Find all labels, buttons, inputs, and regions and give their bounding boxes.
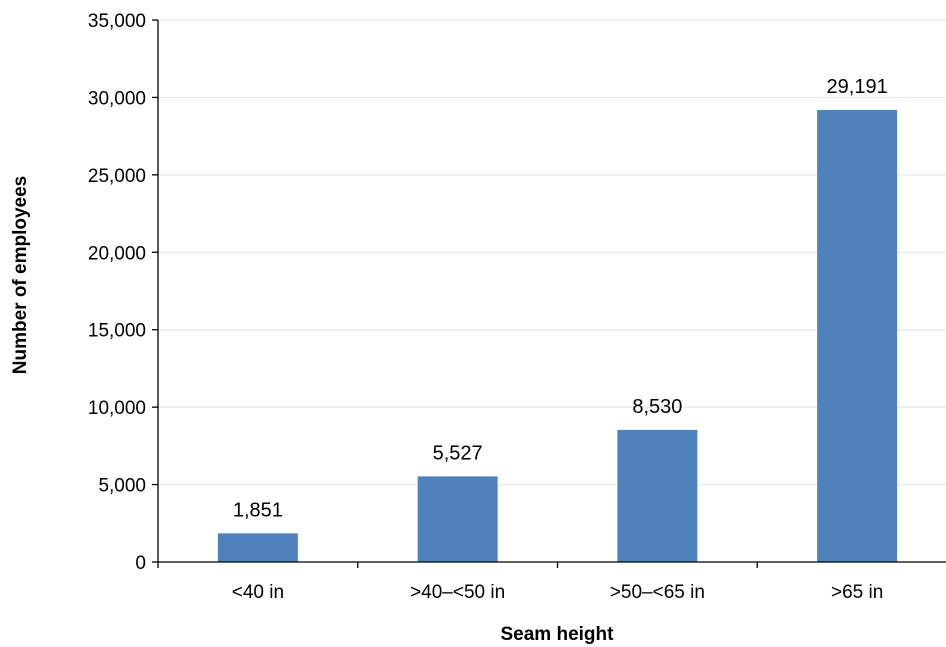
y-tick-label: 25,000 [88, 166, 146, 187]
data-label: 29,191 [827, 76, 888, 98]
data-labels: 1,851 5,527 8,530 29,191 [233, 76, 888, 521]
y-tick-label: 0 [135, 553, 146, 574]
y-tick-label: 10,000 [88, 398, 146, 419]
data-label: 1,851 [233, 499, 283, 521]
x-tick-label: >65 in [831, 582, 883, 603]
axes [152, 19, 946, 568]
gridlines [158, 19, 946, 486]
x-tick-label: >40–<50 in [410, 582, 505, 603]
y-tick-label: 20,000 [88, 243, 146, 264]
y-axis-title: Number of employees [10, 176, 31, 375]
bar [817, 109, 898, 562]
bars [217, 109, 898, 562]
y-tick-label: 35,000 [88, 11, 146, 32]
bar [617, 429, 698, 562]
y-tick-label: 5,000 [98, 476, 146, 497]
bar [417, 476, 498, 562]
x-tick-label: >50–<65 in [610, 582, 705, 603]
x-tick-labels: <40 in >40–<50 in >50–<65 in >65 in [232, 582, 884, 603]
y-tick-label: 15,000 [88, 321, 146, 342]
y-tick-label: 30,000 [88, 88, 146, 109]
data-label: 5,527 [433, 442, 483, 464]
x-tick-label: <40 in [232, 582, 284, 603]
x-axis-title: Seam height [501, 624, 615, 645]
y-tick-labels: 0 5,000 10,000 15,000 20,000 25,000 30,000 35,0… [88, 11, 146, 574]
data-label: 8,530 [632, 396, 682, 418]
bar [217, 533, 298, 562]
